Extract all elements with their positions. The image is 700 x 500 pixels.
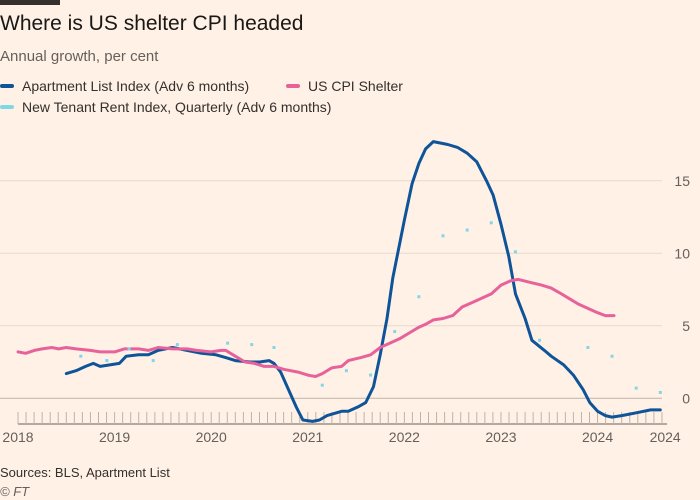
data-point-new-tenant <box>538 338 542 342</box>
legend-item-apartment-list: Apartment List Index (Adv 6 months) <box>0 78 249 94</box>
data-point-new-tenant <box>250 343 254 347</box>
source-note: Sources: BLS, Apartment List <box>0 465 170 480</box>
data-point-new-tenant <box>175 343 179 347</box>
top-accent-bar <box>0 0 60 5</box>
data-point-new-tenant <box>393 330 397 334</box>
x-tick-label: 2019 <box>99 429 130 445</box>
y-tick-label: 10 <box>674 245 690 261</box>
data-point-new-tenant <box>344 369 348 373</box>
legend-item-new-tenant-rent: New Tenant Rent Index, Quarterly (Adv 6 … <box>0 99 331 115</box>
data-point-new-tenant <box>441 234 445 238</box>
data-point-new-tenant <box>105 359 109 363</box>
legend-label-apartment-list: Apartment List Index (Adv 6 months) <box>22 78 250 94</box>
data-point-new-tenant <box>513 250 517 254</box>
ft-credit: © FT <box>0 484 30 499</box>
data-point-new-tenant <box>151 359 155 363</box>
y-tick-label: 5 <box>682 318 690 334</box>
data-point-new-tenant <box>127 347 131 351</box>
data-point-new-tenant <box>272 346 276 349</box>
data-point-new-tenant <box>465 228 469 232</box>
data-point-new-tenant <box>610 354 614 358</box>
y-tick-label: 0 <box>682 390 690 406</box>
x-tick-label: 2023 <box>485 429 516 445</box>
series-line-apartment-list <box>64 140 662 423</box>
x-tick-label: 2024 <box>582 429 613 445</box>
legend-label-us-cpi-shelter: US CPI Shelter <box>308 78 403 94</box>
data-point-new-tenant <box>320 383 324 387</box>
x-tick-label: 2024 <box>650 429 681 445</box>
legend-swatch-apartment-list <box>0 84 14 88</box>
legend-label-new-tenant-rent: New Tenant Rent Index, Quarterly (Adv 6 … <box>22 99 332 115</box>
legend-swatch-us-cpi-shelter <box>286 84 300 88</box>
data-point-new-tenant <box>586 346 590 349</box>
legend-swatch-new-tenant-rent <box>0 105 14 109</box>
x-tick-label: 2022 <box>389 429 420 445</box>
legend-item-us-cpi-shelter: US CPI Shelter <box>286 78 403 94</box>
series-line-us-cpi <box>16 277 616 378</box>
x-tick-label: 2018 <box>2 429 33 445</box>
data-point-new-tenant <box>634 386 638 390</box>
data-point-new-tenant <box>417 295 421 299</box>
data-point-new-tenant <box>79 354 83 358</box>
chart-subtitle: Annual growth, per cent <box>0 48 159 65</box>
data-point-new-tenant <box>226 341 230 345</box>
x-tick-label: 2021 <box>292 429 323 445</box>
data-point-new-tenant <box>658 390 662 394</box>
x-tick-label: 2020 <box>196 429 227 445</box>
chart-title: Where is US shelter CPI headed <box>0 12 304 35</box>
data-point-new-tenant <box>369 373 373 377</box>
y-tick-label: 15 <box>674 173 690 189</box>
data-point-new-tenant <box>489 221 493 225</box>
